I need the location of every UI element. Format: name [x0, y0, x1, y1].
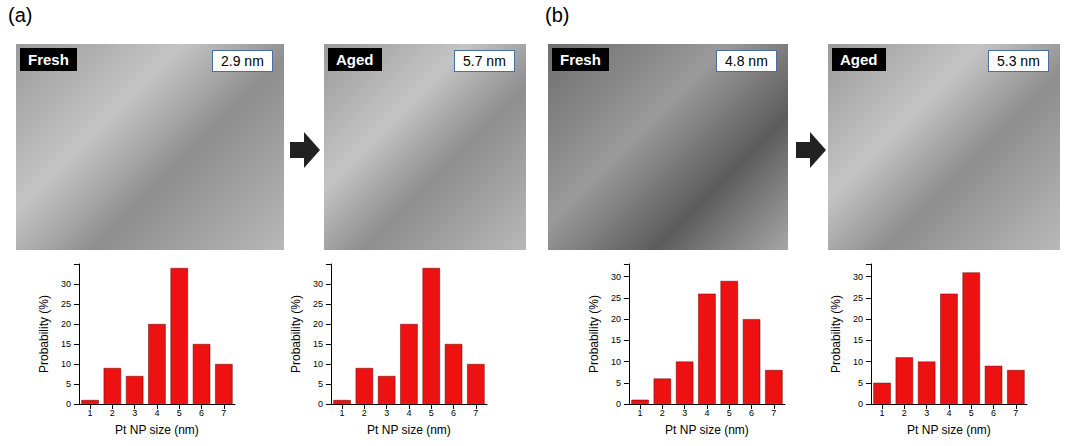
svg-text:6: 6: [991, 408, 996, 418]
html-text:Fresh: Fresh: [28, 51, 69, 68]
svg-text:25: 25: [61, 299, 71, 309]
svg-text:4: 4: [704, 408, 709, 418]
svg-text:7: 7: [771, 408, 776, 418]
svg-text:20: 20: [313, 319, 323, 329]
html-text:5.7 nm: 5.7 nm: [463, 53, 506, 69]
svg-text:6: 6: [749, 408, 754, 418]
html-text:Aged: Aged: [336, 51, 374, 68]
html-text:4.8 nm: 4.8 nm: [725, 53, 768, 69]
svg-text:5: 5: [429, 408, 434, 418]
html-text:(b): (b): [545, 4, 570, 26]
svg-text:2: 2: [902, 408, 907, 418]
svg-text:10: 10: [853, 357, 863, 367]
svg-text:5: 5: [969, 408, 974, 418]
svg-text:2: 2: [110, 408, 115, 418]
svg-text:Probability (%): Probability (%): [289, 295, 303, 373]
html-text:Aged: Aged: [840, 51, 878, 68]
svg-text:3: 3: [682, 408, 687, 418]
svg-text:5: 5: [858, 378, 863, 388]
svg-text:1: 1: [638, 408, 643, 418]
svg-text:Pt NP size (nm): Pt NP size (nm): [115, 423, 199, 437]
svg-text:3: 3: [924, 408, 929, 418]
svg-text:20: 20: [853, 314, 863, 324]
svg-text:Pt NP size (nm): Pt NP size (nm): [907, 423, 991, 437]
svg-text:25: 25: [313, 299, 323, 309]
svg-text:7: 7: [1013, 408, 1018, 418]
svg-text:15: 15: [853, 335, 863, 345]
svg-text:5: 5: [727, 408, 732, 418]
svg-text:30: 30: [853, 272, 863, 282]
svg-text:0: 0: [616, 399, 621, 409]
svg-text:0: 0: [66, 399, 71, 409]
svg-text:2: 2: [362, 408, 367, 418]
svg-text:30: 30: [61, 279, 71, 289]
svg-text:6: 6: [199, 408, 204, 418]
svg-text:20: 20: [61, 319, 71, 329]
svg-text:Pt NP size (nm): Pt NP size (nm): [367, 423, 451, 437]
svg-text:5: 5: [177, 408, 182, 418]
svg-text:7: 7: [221, 408, 226, 418]
svg-text:Probability (%): Probability (%): [37, 295, 51, 373]
svg-text:Probability (%): Probability (%): [587, 295, 601, 373]
svg-text:10: 10: [611, 357, 621, 367]
svg-text:0: 0: [858, 399, 863, 409]
svg-text:3: 3: [132, 408, 137, 418]
svg-text:15: 15: [313, 339, 323, 349]
svg-text:25: 25: [853, 293, 863, 303]
svg-text:10: 10: [313, 359, 323, 369]
svg-text:1: 1: [88, 408, 93, 418]
svg-text:6: 6: [451, 408, 456, 418]
svg-text:Pt NP size (nm): Pt NP size (nm): [665, 423, 749, 437]
svg-text:30: 30: [313, 279, 323, 289]
svg-text:15: 15: [61, 339, 71, 349]
html-text:Fresh: Fresh: [560, 51, 601, 68]
svg-text:4: 4: [406, 408, 411, 418]
svg-text:7: 7: [473, 408, 478, 418]
svg-text:20: 20: [611, 314, 621, 324]
svg-text:3: 3: [384, 408, 389, 418]
svg-text:5: 5: [66, 379, 71, 389]
html-text:(a): (a): [8, 4, 33, 26]
svg-text:25: 25: [611, 293, 621, 303]
svg-text:15: 15: [611, 335, 621, 345]
svg-text:1: 1: [340, 408, 345, 418]
svg-text:Probability (%): Probability (%): [829, 295, 843, 373]
svg-text:10: 10: [61, 359, 71, 369]
html-text:5.3 nm: 5.3 nm: [997, 53, 1040, 69]
html-text:2.9 nm: 2.9 nm: [221, 53, 264, 69]
svg-text:4: 4: [154, 408, 159, 418]
svg-text:1: 1: [880, 408, 885, 418]
svg-text:0: 0: [318, 399, 323, 409]
svg-text:5: 5: [616, 378, 621, 388]
svg-text:4: 4: [946, 408, 951, 418]
svg-text:30: 30: [611, 272, 621, 282]
svg-text:5: 5: [318, 379, 323, 389]
svg-text:2: 2: [660, 408, 665, 418]
